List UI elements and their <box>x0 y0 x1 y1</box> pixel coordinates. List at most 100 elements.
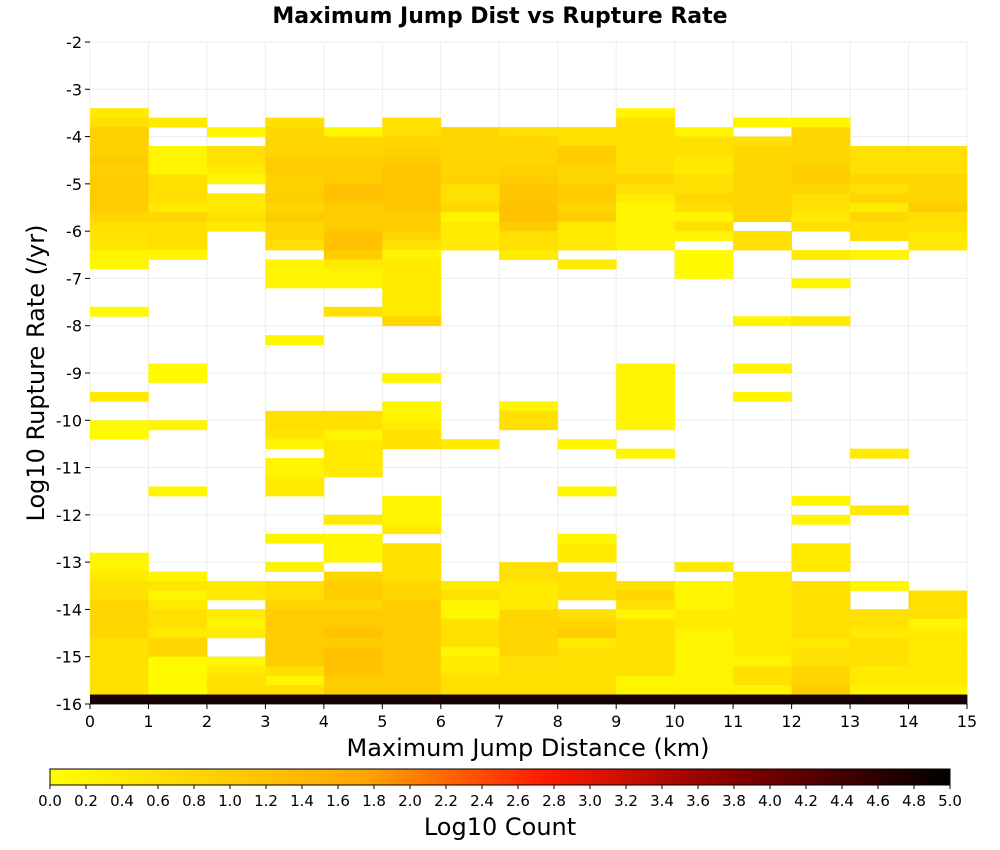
colorbar-tick-label: 0.2 <box>74 792 98 810</box>
heatmap-cell <box>148 486 208 497</box>
heatmap-cell <box>557 202 617 213</box>
heatmap-cell <box>382 373 442 383</box>
heatmap-cell <box>265 127 325 137</box>
heatmap-cell <box>791 164 851 175</box>
heatmap-cell <box>90 155 149 166</box>
heatmap-cell <box>90 193 149 204</box>
heatmap-cell <box>265 458 325 468</box>
heatmap-cell <box>791 155 851 166</box>
heatmap-cell <box>791 552 851 563</box>
heatmap-cell <box>908 221 968 232</box>
heatmap-cell <box>674 250 734 260</box>
heatmap-cell <box>382 183 442 194</box>
heatmap-cell <box>440 439 500 450</box>
colorbar-tick-label: 3.6 <box>686 792 710 810</box>
heatmap-cell <box>733 316 792 327</box>
heatmap-cell <box>850 231 909 241</box>
heatmap-cell <box>206 146 266 156</box>
colorbar-tick-label: 1.6 <box>326 792 350 810</box>
heatmap-cell <box>499 637 559 648</box>
heatmap-cell <box>440 609 500 620</box>
y-axis-label: Log10 Rupture Rate (/yr) <box>22 225 50 522</box>
colorbar-tick-label: 0.4 <box>110 792 134 810</box>
heatmap-cell <box>90 240 149 251</box>
colorbar-tick-label: 0.0 <box>38 792 62 810</box>
heatmap-cell <box>440 618 500 629</box>
heatmap-cell <box>323 675 383 686</box>
heatmap-cell <box>850 183 909 194</box>
heatmap-cell <box>206 628 266 639</box>
heatmap-cell <box>323 306 383 317</box>
heatmap-cell <box>90 174 149 185</box>
heatmap-cell <box>499 212 559 223</box>
heatmap-cell <box>499 193 559 204</box>
heatmap-cell <box>90 609 149 620</box>
heatmap-cell <box>908 599 968 610</box>
heatmap-cell <box>674 666 734 677</box>
heatmap-cell <box>90 420 149 431</box>
heatmap-cell <box>791 609 851 620</box>
heatmap-cell <box>674 637 734 648</box>
heatmap-cell <box>382 410 442 421</box>
heatmap-cell <box>791 174 851 185</box>
heatmap-cell <box>440 694 500 705</box>
heatmap-cell <box>499 609 559 620</box>
heatmap-cell <box>791 202 851 213</box>
heatmap-cell <box>382 656 442 667</box>
heatmap-cell <box>382 675 442 686</box>
heatmap-cell <box>616 656 676 667</box>
heatmap-cell <box>674 127 734 137</box>
x-tick-label: 0 <box>85 712 95 731</box>
heatmap-cell <box>557 609 617 620</box>
heatmap-cell <box>616 231 676 241</box>
heatmap-cell <box>265 202 325 213</box>
heatmap-cell <box>791 694 851 705</box>
heatmap-cell <box>557 571 617 582</box>
heatmap-cell <box>323 183 383 194</box>
heatmap-cell <box>265 675 325 686</box>
heatmap-cell <box>499 250 559 260</box>
heatmap-cell <box>148 590 208 601</box>
heatmap-cell <box>733 609 792 620</box>
heatmap-cell <box>265 335 325 346</box>
heatmap-cell <box>265 174 325 185</box>
heatmap-cell <box>323 410 383 421</box>
heatmap-cell <box>323 221 383 232</box>
heatmap-cell <box>616 618 676 629</box>
heatmap-cell <box>674 675 734 686</box>
heatmap-cell <box>382 221 442 232</box>
heatmap-cell <box>616 193 676 204</box>
heatmap-cell <box>499 694 559 705</box>
heatmap-cell <box>616 391 676 402</box>
y-tick-label: -13 <box>56 553 82 572</box>
heatmap-cell <box>323 212 383 223</box>
heatmap-cell <box>206 666 266 677</box>
heatmap-cell <box>206 164 266 175</box>
heatmap-cell <box>323 268 383 279</box>
colorbar-tick-label: 4.4 <box>830 792 854 810</box>
colorbar-tick-label: 3.2 <box>614 792 638 810</box>
heatmap-cell <box>616 448 676 459</box>
heatmap-cell <box>90 637 149 648</box>
heatmap-cell <box>265 155 325 166</box>
heatmap-cell <box>323 429 383 440</box>
heatmap-cell <box>90 628 149 639</box>
heatmap-cell <box>382 127 442 137</box>
heatmap-cell <box>499 127 559 137</box>
heatmap-cell <box>90 221 149 232</box>
heatmap-cell <box>733 599 792 610</box>
heatmap-cell <box>206 656 266 667</box>
heatmap-cell <box>90 552 149 563</box>
heatmap-cell <box>616 240 676 251</box>
colorbar-tick-label: 4.6 <box>866 792 890 810</box>
heatmap-cell <box>90 183 149 194</box>
heatmap-cell <box>733 618 792 629</box>
heatmap-cell <box>382 401 442 412</box>
heatmap-cell <box>90 581 149 591</box>
heatmap-cell <box>440 212 500 223</box>
heatmap-cell <box>382 562 442 572</box>
heatmap-cell <box>323 448 383 459</box>
heatmap-cell <box>908 694 968 705</box>
heatmap-cell <box>616 174 676 185</box>
heatmap-cell <box>148 571 208 582</box>
